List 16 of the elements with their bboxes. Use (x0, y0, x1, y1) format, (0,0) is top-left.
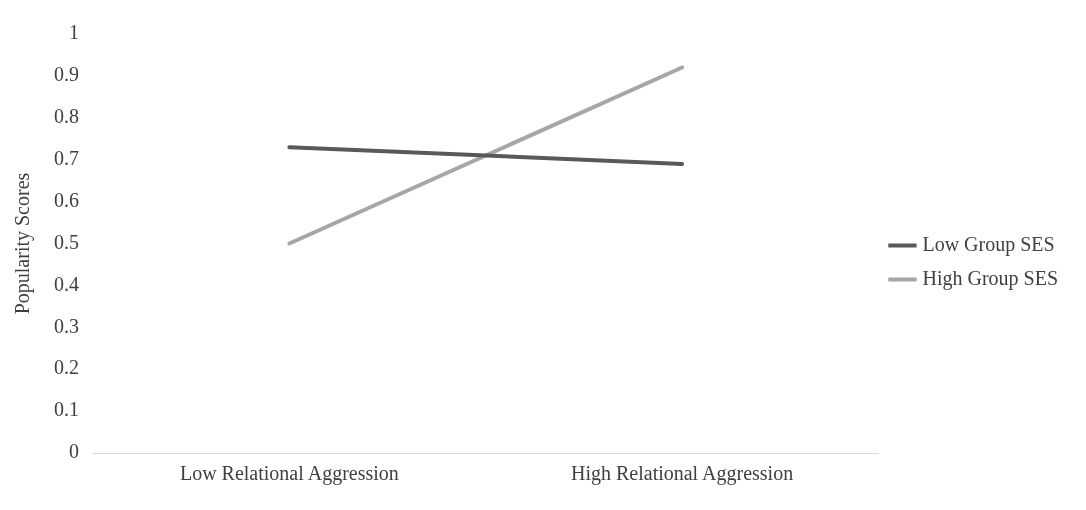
y-tick-label: 0.6 (54, 188, 79, 211)
y-tick-label: 0 (69, 440, 79, 463)
y-tick-label: 0.2 (54, 356, 79, 379)
y-tick-label: 0.8 (54, 105, 79, 128)
x-tick-label: High Relational Aggression (570, 462, 794, 486)
y-tick-label: 0.5 (54, 230, 79, 253)
x-tick-label: Low Relational Aggression (179, 462, 399, 486)
y-tick-label: 0.7 (54, 146, 79, 169)
y-axis-title: Popularity Scores (11, 172, 35, 315)
legend-label: High Group SES (922, 266, 1059, 290)
y-tick-label: 0.4 (54, 272, 79, 295)
legend-label: Low Group SES (922, 232, 1055, 256)
y-tick-label: 0.1 (54, 398, 79, 421)
y-tick-label: 0.9 (54, 63, 79, 86)
y-tick-label: 1 (69, 21, 79, 44)
y-tick-label: 0.3 (54, 314, 79, 337)
